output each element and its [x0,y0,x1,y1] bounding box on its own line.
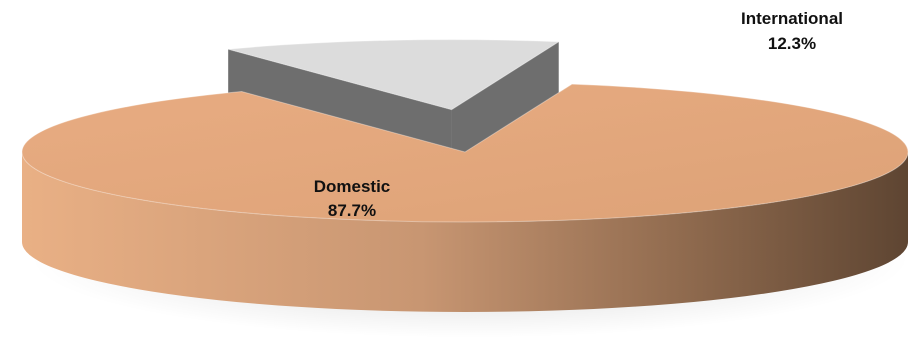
labels-layer: Domestic 87.7% International 12.3% [314,9,843,220]
international-value-label: 12.3% [768,34,816,53]
slice-domestic [21,83,908,312]
international-top-face [228,39,561,111]
domestic-wall [22,152,908,312]
domestic-top-face [21,83,908,223]
slices-layer [21,39,908,312]
domestic-name-label: Domestic [314,177,391,196]
domestic-value-label: 87.7% [328,201,376,220]
international-name-label: International [741,9,843,28]
